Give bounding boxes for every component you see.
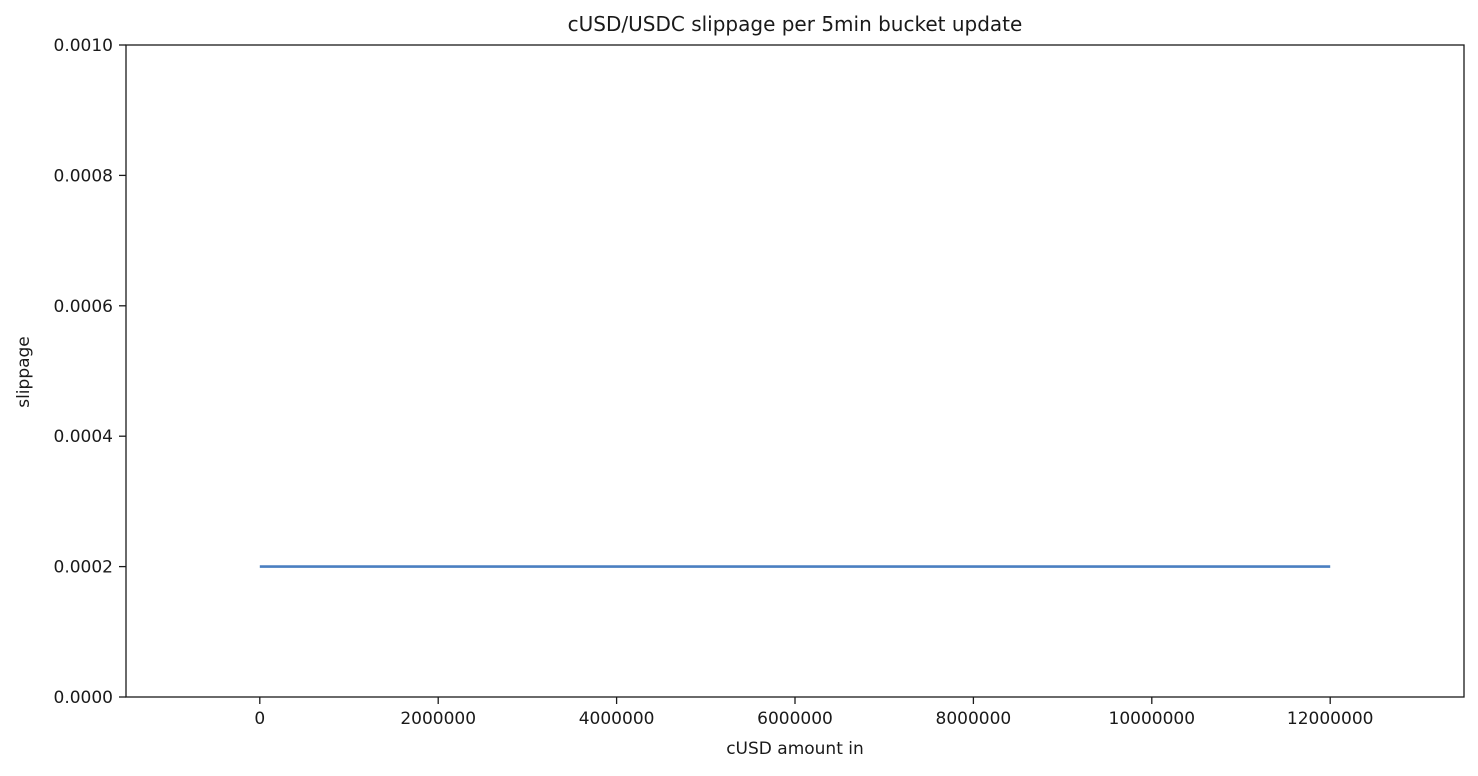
x-tick-label: 6000000 xyxy=(757,709,833,729)
y-axis-ticks: 0.0000 0.0002 0.0004 0.0006 0.0008 0.0010 xyxy=(54,36,126,708)
y-tick-label: 0.0000 xyxy=(54,688,113,708)
x-tick-label: 8000000 xyxy=(936,709,1012,729)
x-tick-label: 0 xyxy=(254,709,265,729)
x-tick-label: 10000000 xyxy=(1109,709,1196,729)
x-axis-label: cUSD amount in xyxy=(726,739,864,759)
x-tick-label: 4000000 xyxy=(579,709,655,729)
y-tick-label: 0.0004 xyxy=(54,427,113,447)
y-tick-label: 0.0006 xyxy=(54,297,113,317)
x-axis-ticks: 0 2000000 4000000 6000000 8000000 10000000 120… xyxy=(254,697,1373,729)
plot-area xyxy=(125,44,1465,698)
y-tick-label: 0.0002 xyxy=(54,558,113,578)
y-axis-label: slippage xyxy=(14,336,34,408)
y-tick-label: 0.0008 xyxy=(54,166,113,186)
y-tick-label: 0.0010 xyxy=(54,36,113,56)
x-tick-label: 12000000 xyxy=(1287,709,1374,729)
chart-title: cUSD/USDC slippage per 5min bucket updat… xyxy=(568,12,1023,36)
x-tick-label: 2000000 xyxy=(400,709,476,729)
